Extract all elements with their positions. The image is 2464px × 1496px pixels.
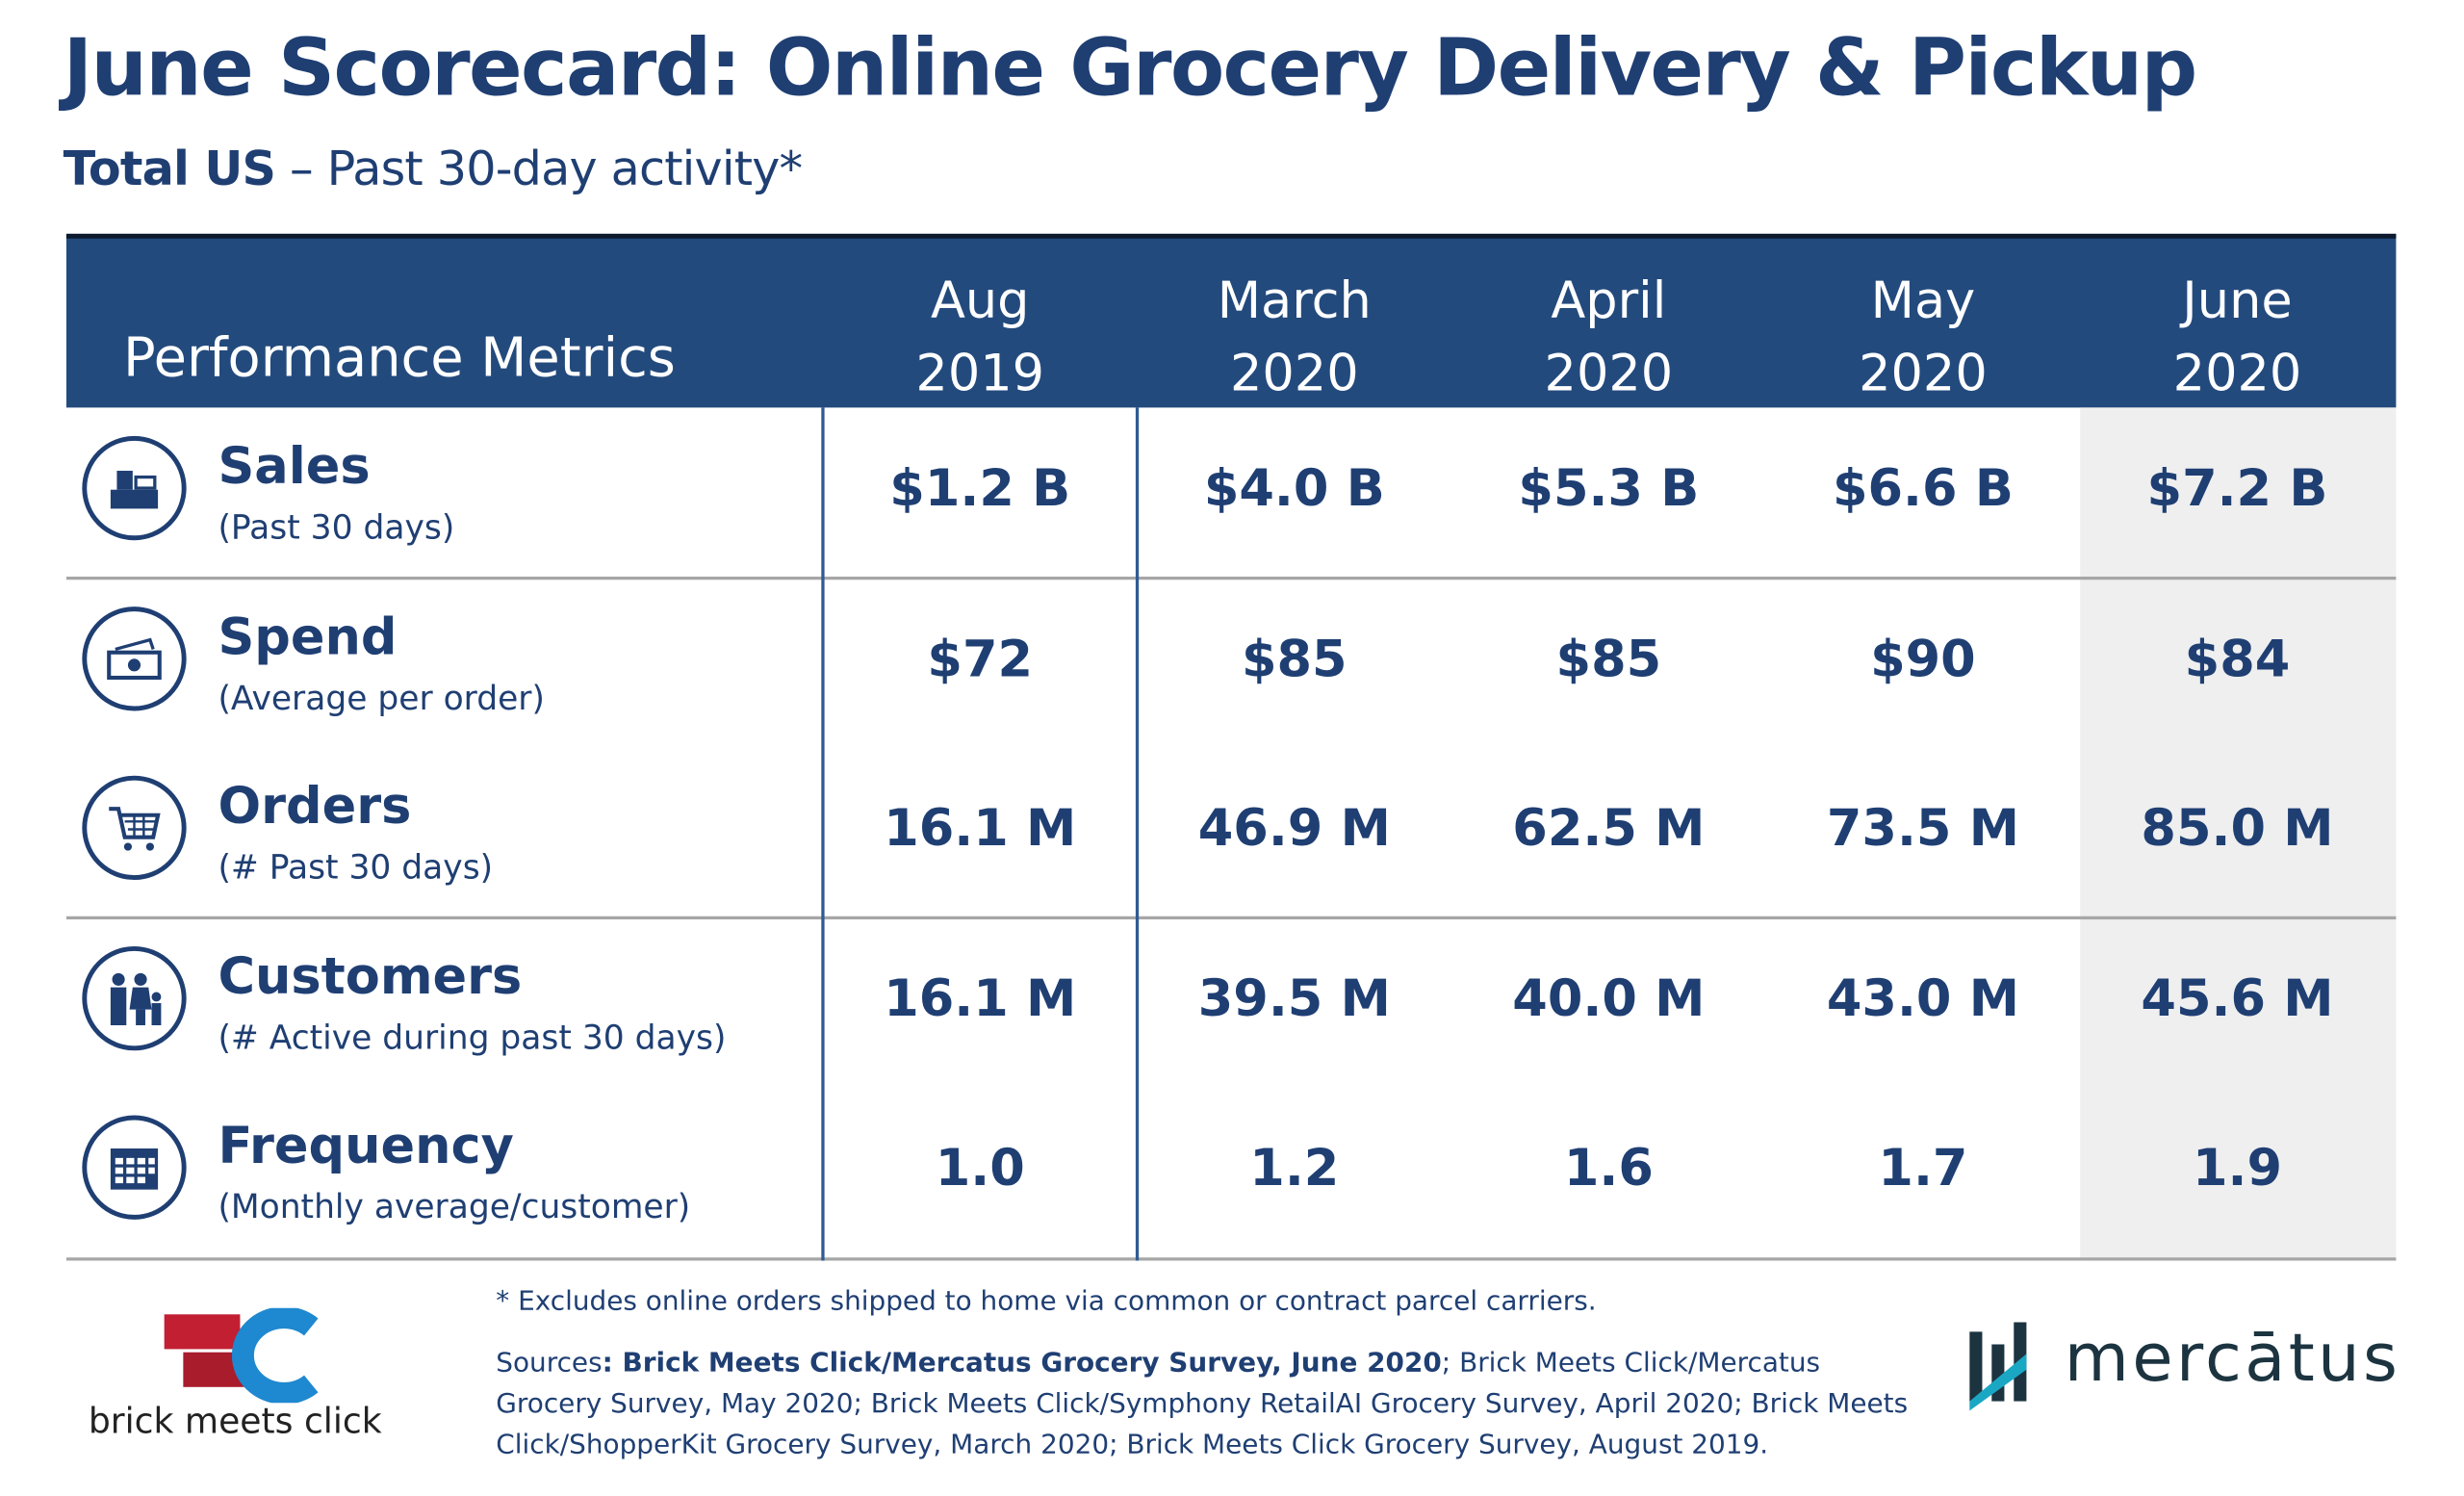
column-header: Aug 2019 [823, 264, 1138, 409]
metric-description: (Past 30 days) [218, 508, 455, 547]
row-divider [65, 1257, 2397, 1261]
column-year: 2020 [1859, 343, 1988, 403]
metric-value: $7.2 B [2146, 457, 2328, 519]
metric-value: 39.5 M [1197, 967, 1391, 1028]
metric-name: Sales [218, 435, 371, 497]
metric-value: $72 [927, 628, 1034, 688]
metric-value: 16.1 M [884, 798, 1077, 859]
metric-value: 62.5 M [1512, 798, 1706, 859]
subtitle-bold: Total US [63, 142, 276, 198]
metric-row-frequency: Frequency (Monthly average/customer) 1.0 1… [66, 1088, 2396, 1257]
metric-value: 85.0 M [2141, 798, 2334, 859]
metric-value: $6.6 B [1832, 457, 2014, 519]
metric-value: 73.5 M [1826, 798, 2019, 859]
mercatus-wordmark: mercātus [2064, 1319, 2401, 1397]
calendar-icon [82, 1116, 187, 1221]
cash-register-icon [82, 435, 187, 541]
june-column-highlight [2080, 407, 2397, 1261]
sources-rest: ; Brick Meets Click/Mercatus Grocery Sur… [496, 1347, 1909, 1461]
family-icon [82, 945, 187, 1050]
metric-value: $85 [1555, 628, 1662, 688]
metric-value: $84 [2184, 628, 2291, 688]
metric-value: 1.9 [2192, 1138, 2282, 1199]
column-header: May 2020 [1766, 264, 2081, 409]
table-header: Performance Metrics Aug 2019 March 2020 Apri… [65, 233, 2397, 409]
column-month: March [1217, 270, 1372, 330]
shopping-cart-icon [82, 776, 187, 881]
brick-meets-click-logo: brick meets click [88, 1307, 436, 1451]
metric-value: 1.2 [1249, 1138, 1340, 1199]
page-title: June Scorecard: Online Grocery Delivery … [63, 21, 2198, 115]
metric-value: $1.2 B [889, 457, 1071, 519]
metric-value: 46.9 M [1197, 798, 1391, 859]
metric-row-spend: Spend (Average per order) $72 $85 $85 $90 $84 [66, 578, 2396, 747]
column-month: April [1551, 270, 1667, 330]
column-header: June 2020 [2080, 264, 2395, 409]
row-divider [65, 576, 2397, 580]
metric-value: $85 [1241, 628, 1348, 688]
brick-meets-click-wordmark: brick meets click [88, 1403, 382, 1443]
header-metric-label: Performance Metrics [122, 326, 676, 391]
metric-row-sales: Sales (Past 30 days) $1.2 B $4.0 B $5.3 B $6… [66, 407, 2396, 577]
metric-description: (# Active during past 30 days) [218, 1019, 727, 1057]
metric-value: $5.3 B [1518, 457, 1700, 519]
column-divider [1135, 407, 1140, 1261]
column-month: Aug [930, 270, 1030, 330]
metric-value: 1.6 [1563, 1138, 1654, 1199]
metric-value: 43.0 M [1826, 967, 2019, 1028]
metric-row-orders: Orders (# Past 30 days) 16.1 M 46.9 M 62.5 … [66, 748, 2396, 917]
scorecard-table: Performance Metrics Aug 2019 March 2020 Apri… [65, 233, 2397, 1261]
metric-value: 45.6 M [2141, 967, 2334, 1028]
metric-description: (Average per order) [218, 678, 545, 717]
metric-name: Frequency [218, 1116, 514, 1176]
metric-value: $4.0 B [1203, 457, 1385, 519]
column-year: 2019 [915, 343, 1045, 403]
mercatus-logo: mercātus [1966, 1319, 2408, 1413]
column-month: May [1870, 270, 1976, 330]
metric-value: 40.0 M [1512, 967, 1706, 1028]
metric-value: 1.0 [935, 1138, 1025, 1199]
column-month: June [2182, 270, 2293, 330]
sources-primary: : Brick Meets Click/Mercatus Grocery Sur… [602, 1347, 1442, 1380]
column-header: March 2020 [1138, 264, 1452, 409]
metric-value: 1.7 [1878, 1138, 1968, 1199]
sources: Sources: Brick Meets Click/Mercatus Groc… [496, 1343, 1917, 1466]
metric-description: (Monthly average/customer) [218, 1188, 691, 1227]
row-divider [65, 916, 2397, 920]
page-subtitle: Total US – Past 30-day activity* [63, 142, 804, 198]
footnote: * Excludes online orders shipped to home… [496, 1285, 1597, 1318]
metric-value: 16.1 M [884, 967, 1077, 1028]
column-divider [821, 407, 825, 1261]
subtitle-rest: – Past 30-day activity* [275, 142, 803, 198]
metric-description: (# Past 30 days) [218, 848, 494, 887]
column-year: 2020 [1544, 343, 1674, 403]
column-header: April 2020 [1451, 264, 1766, 409]
metric-value: $90 [1870, 628, 1976, 688]
column-year: 2020 [1229, 343, 1359, 403]
money-icon [82, 606, 187, 710]
metric-row-customers: Customers (# Active during past 30 days)… [66, 917, 2396, 1087]
brick-meets-click-logo-mark [164, 1307, 319, 1404]
metric-name: Spend [218, 606, 398, 666]
mercatus-logo-mark [1969, 1322, 2027, 1411]
metric-name: Customers [218, 945, 523, 1006]
metric-name: Orders [218, 776, 412, 837]
column-year: 2020 [2172, 343, 2302, 403]
sources-label: Sources [496, 1347, 603, 1380]
